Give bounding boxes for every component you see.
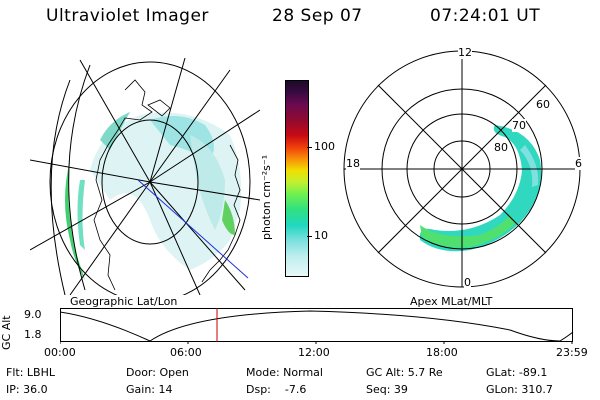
- instrument-title: Ultraviolet Imager: [46, 6, 209, 26]
- colorbar-unit-label: photon cm⁻²s⁻¹: [260, 154, 273, 240]
- apex-lat-label-80: 80: [494, 141, 508, 154]
- colorbar: [285, 80, 309, 277]
- geo-aurora-emission: [65, 112, 242, 280]
- apex-lat-label-70: 70: [512, 119, 526, 132]
- info-glat: GLat: -89.1: [486, 366, 548, 379]
- colorbar-tick-100: [307, 147, 312, 148]
- colorbar-tick-label-10: 10: [314, 229, 328, 242]
- apex-lat-label-60: 60: [536, 98, 550, 111]
- orbit-y-tick-label-max: 9.0: [24, 308, 42, 321]
- info-filter: Flt: LBHL: [6, 366, 55, 379]
- apex-grid: [343, 50, 581, 288]
- orbit-y-tick-label-min: 1.8: [24, 328, 42, 341]
- info-glon: GLon: 310.7: [486, 383, 553, 396]
- info-seq: Seq: 39: [366, 383, 408, 396]
- apex-aurora-emission: [419, 125, 542, 252]
- orbit-altitude-plot: [60, 308, 574, 344]
- orbit-y-axis-label: GC Alt: [0, 315, 13, 350]
- info-gc-alt: GC Alt: 5.7 Re: [366, 366, 443, 379]
- info-mode: Mode: Normal: [246, 366, 323, 379]
- orbit-x-tick-1200: 12:00: [298, 346, 330, 359]
- apex-panel-caption: Apex MLat/MLT: [410, 295, 493, 308]
- geo-grid-lines: [30, 57, 260, 295]
- orbit-x-tick-0000: 00:00: [44, 346, 76, 359]
- apex-mlt-label-18: 18: [346, 157, 360, 170]
- orbit-x-tick-2359: 23:59: [556, 346, 588, 359]
- info-door: Door: Open: [126, 366, 189, 379]
- colorbar-tick-10: [307, 236, 312, 237]
- info-ip: IP: 36.0: [6, 383, 48, 396]
- satellite-track-line: [137, 179, 249, 279]
- geo-coastlines: [93, 79, 241, 291]
- apex-polar-plot: [343, 50, 581, 288]
- geo-panel-caption: Geographic Lat/Lon: [70, 295, 178, 308]
- date-label: 28 Sep 07: [272, 6, 363, 26]
- apex-mlt-label-12: 12: [458, 46, 472, 59]
- time-label: 07:24:01 UT: [430, 6, 541, 26]
- orbit-altitude-curve: [60, 310, 574, 342]
- info-dsp: Dsp: -7.6: [246, 383, 307, 396]
- orbit-x-tick-1800: 18:00: [426, 346, 458, 359]
- orbit-x-tick-0600: 06:00: [170, 346, 202, 359]
- info-gain: Gain: 14: [126, 383, 173, 396]
- colorbar-tick-label-100: 100: [314, 140, 335, 153]
- apex-mlt-label-0: 0: [464, 276, 471, 289]
- geographic-map: [30, 57, 260, 295]
- apex-mlt-label-6: 6: [575, 157, 582, 170]
